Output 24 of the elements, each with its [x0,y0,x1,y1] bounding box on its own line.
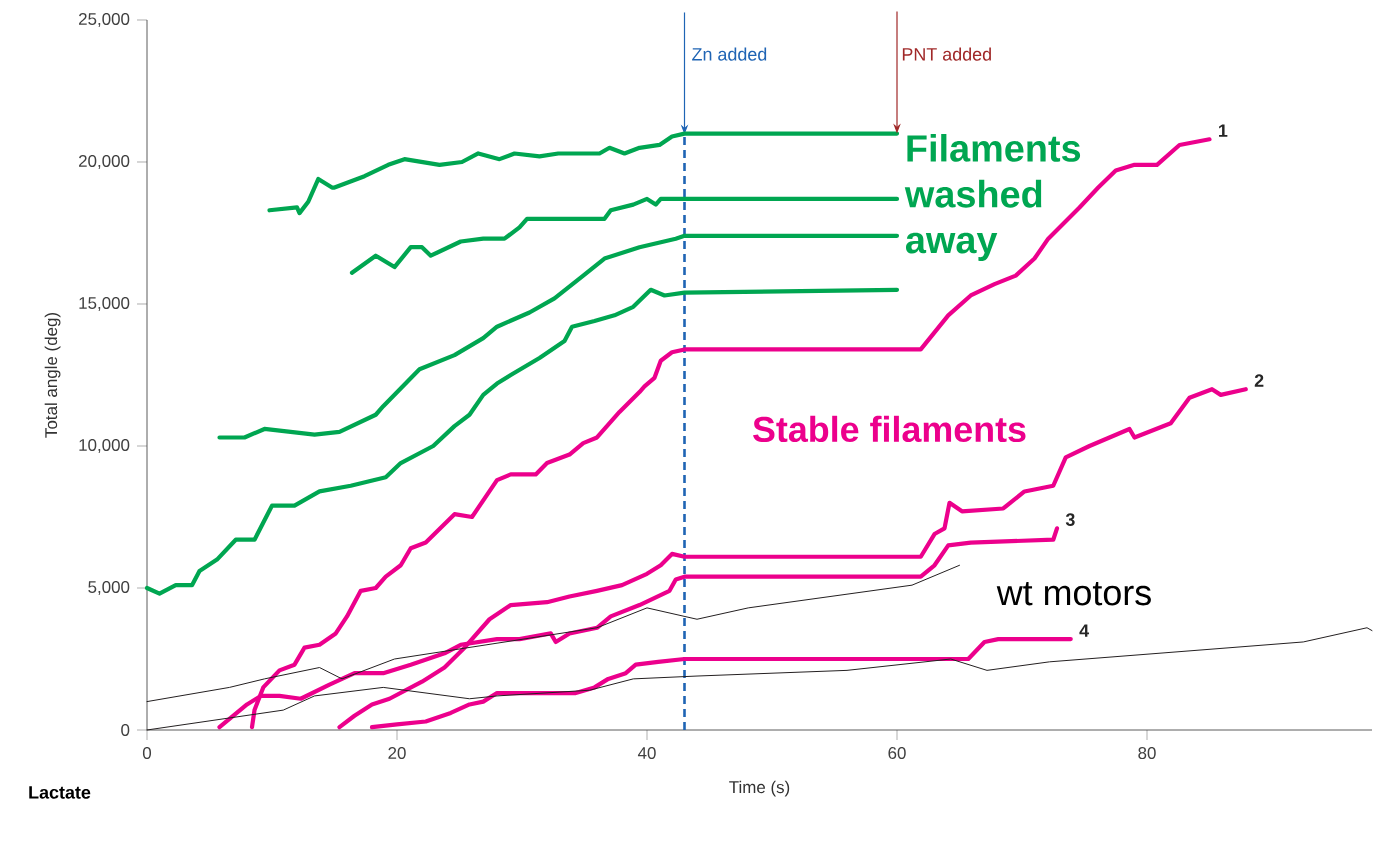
series-label: 3 [1065,513,1075,526]
annotation: PNT added [902,47,991,61]
x-axis-title: Time (s) [729,780,790,797]
x-tick-label: 20 [388,747,406,760]
annotation: wt motors [996,581,1151,606]
series-label: 1 [1219,124,1228,137]
annotation: Stable filaments [753,415,1026,443]
y-tick-label: 25,000 [79,13,130,27]
y-tick-label: 0 [121,724,130,736]
y-tick-label: 20,000 [79,155,130,169]
annotation: Filaments washed away [904,133,1081,261]
y-tick-label: 5,000 [88,581,130,595]
y-tick-label: 10,000 [79,439,130,453]
text: Lactate [29,786,91,799]
x-tick-label: 40 [637,747,656,760]
x-tick-label: 80 [1138,747,1156,760]
y-axis-title: Total angle (deg) [44,313,61,438]
x-tick-label: 60 [888,747,906,760]
series-label: 2 [1254,374,1264,387]
series-label: 4 [1079,624,1090,637]
line-series [146,564,960,703]
y-tick-label: 15,000 [79,297,130,311]
ref-line-label: Zn added [692,47,767,61]
x-tick-label: 0 [142,747,152,760]
